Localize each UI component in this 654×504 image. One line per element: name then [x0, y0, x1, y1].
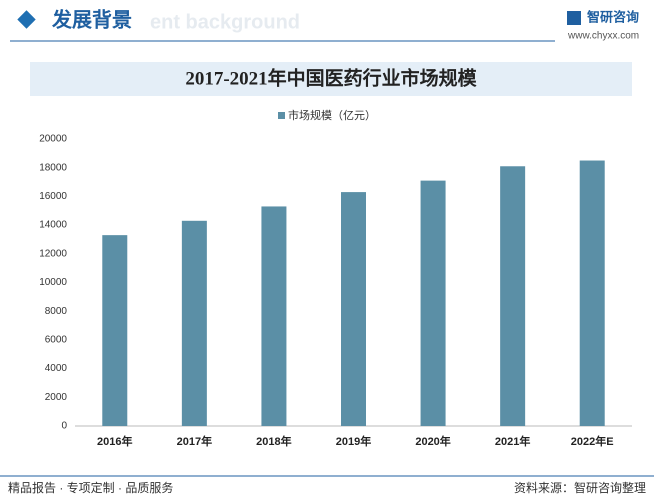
x-tick-label: 2016年 — [97, 434, 132, 448]
y-tick-label: 6000 — [45, 335, 68, 346]
y-tick-label: 18000 — [39, 162, 67, 173]
header-icon — [17, 10, 36, 29]
header-title: 发展背景 — [51, 7, 132, 31]
y-tick-label: 2000 — [45, 392, 68, 403]
legend-label: 市场规模（亿元） — [288, 108, 376, 122]
x-tick-label: 2022年E — [571, 434, 614, 448]
x-tick-label: 2019年 — [336, 434, 371, 448]
logo-icon — [567, 11, 581, 25]
bar — [579, 160, 605, 426]
y-tick-label: 20000 — [39, 134, 67, 145]
legend-swatch — [278, 112, 285, 119]
footer-source: 资料来源：智研咨询整理 — [514, 480, 646, 495]
y-tick-label: 0 — [61, 421, 67, 432]
y-tick-label: 4000 — [45, 363, 68, 374]
bar — [261, 206, 287, 426]
bar — [181, 220, 207, 426]
logo: 智研咨询 — [587, 9, 639, 24]
x-tick-label: 2018年 — [256, 434, 291, 448]
footer — [0, 474, 654, 504]
website: www.chyxx.com — [567, 31, 639, 42]
plot: 0 2000 4000 6000 8000 10000 12000 14000 16000 180… — [39, 108, 632, 448]
footer-slogan: 精品报告 · 专项定制 · 品质服务 — [8, 480, 173, 495]
x-tick-label: 2020年 — [415, 434, 450, 448]
title-bar — [30, 62, 632, 96]
x-tick-label: 2021年 — [495, 434, 530, 448]
y-tick-label: 16000 — [39, 191, 67, 202]
y-tick-label: 14000 — [39, 220, 67, 231]
header-title-en: ent background — [150, 11, 300, 33]
y-tick-label: 10000 — [39, 277, 67, 288]
y-tick-label: 12000 — [39, 248, 67, 259]
y-tick-label: 8000 — [45, 306, 68, 317]
x-tick-label: 2017年 — [177, 434, 212, 448]
bar — [420, 180, 446, 426]
chart-title: 2017-2021年中国医药行业市场规模 — [185, 66, 477, 89]
bar — [102, 235, 128, 426]
bar — [341, 192, 366, 426]
bar — [500, 166, 526, 426]
